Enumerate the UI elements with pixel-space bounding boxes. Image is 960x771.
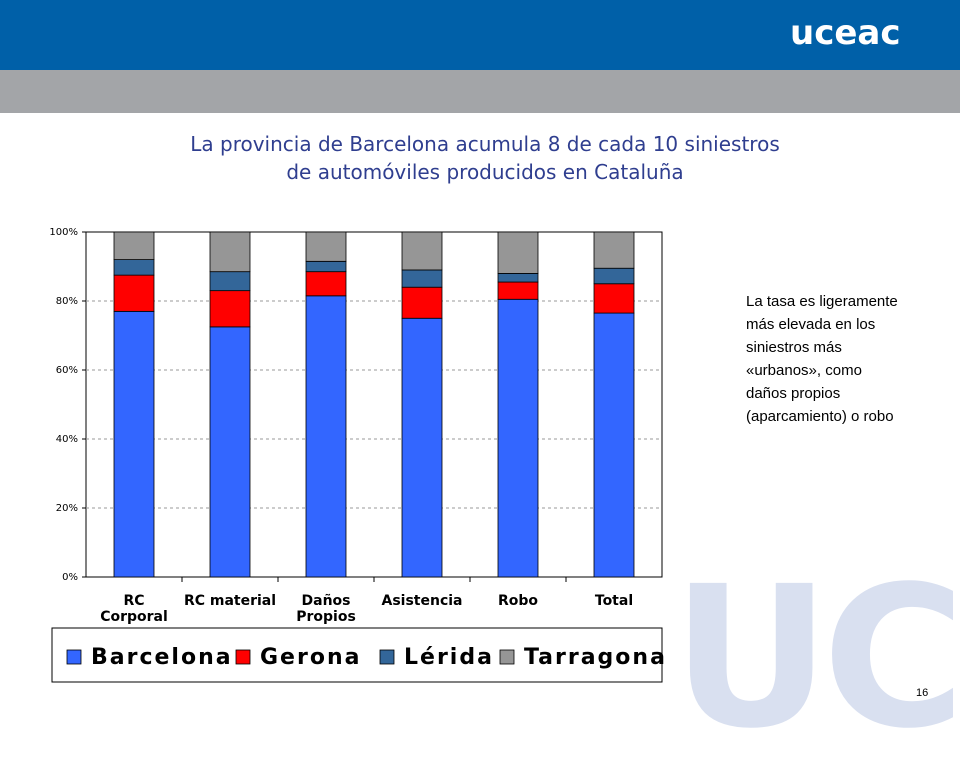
bar-gerona xyxy=(113,274,155,312)
header-stripe xyxy=(0,70,960,113)
x-tick-label: RC xyxy=(123,593,144,609)
bar-barcelona xyxy=(497,298,539,578)
bar-tarragona xyxy=(593,231,635,269)
y-tick-label: 0% xyxy=(62,572,78,583)
bar-gerona xyxy=(209,290,251,328)
bar-lrida xyxy=(305,260,347,273)
bar-lrida xyxy=(497,272,539,283)
x-tick-label: Robo xyxy=(498,593,538,609)
bar-tarragona xyxy=(209,231,251,273)
bar-lrida xyxy=(593,267,635,285)
note-text: La tasa es ligeramente más elevada en lo… xyxy=(746,293,898,425)
y-tick-label: 40% xyxy=(56,434,78,445)
legend-label: Lérida xyxy=(404,645,494,670)
slide-title-line-1: La provincia de Barcelona acumula 8 de c… xyxy=(190,132,780,156)
bar-tarragona xyxy=(497,231,539,274)
bar-gerona xyxy=(497,281,539,300)
bar-lrida xyxy=(209,271,251,292)
x-tick-label: Asistencia xyxy=(382,593,463,609)
header-bar xyxy=(0,0,960,70)
plot-area xyxy=(85,231,663,578)
x-tick-label: Total xyxy=(595,593,633,609)
bar-barcelona xyxy=(209,326,251,578)
legend-label: Tarragona xyxy=(524,645,667,670)
bars-group xyxy=(113,231,635,578)
bar-tarragona xyxy=(401,231,443,271)
y-tick-label: 20% xyxy=(56,503,78,514)
x-tick-label: Propios xyxy=(296,609,356,625)
x-tick-label: RC material xyxy=(184,593,276,609)
x-tick-label: Daños xyxy=(302,593,351,609)
bar-tarragona xyxy=(305,231,347,262)
legend-box xyxy=(51,627,663,683)
bar-gerona xyxy=(401,286,443,319)
legend-label: Gerona xyxy=(260,645,361,670)
plot-border xyxy=(85,231,663,578)
bar-barcelona xyxy=(593,312,635,578)
x-tick-label: Corporal xyxy=(100,609,168,625)
bar-barcelona xyxy=(113,310,155,578)
y-tick-label: 80% xyxy=(56,296,78,307)
bar-lrida xyxy=(113,259,155,276)
legend-swatch xyxy=(499,649,515,665)
page-number: 16 xyxy=(916,687,929,699)
legend-swatch xyxy=(235,649,251,665)
y-tick-label: 60% xyxy=(56,365,78,376)
legend: Barcelona Gerona Lérida Tarragona xyxy=(51,627,667,683)
legend-label: Barcelona xyxy=(91,645,233,670)
slide-title: La provincia de Barcelona acumula 8 de c… xyxy=(120,130,850,186)
bar-lrida xyxy=(401,269,443,288)
bar-gerona xyxy=(305,271,347,297)
bar-barcelona xyxy=(401,317,443,578)
uceac-logo: uceac xyxy=(790,13,901,53)
bar-gerona xyxy=(593,283,635,314)
legend-swatch xyxy=(66,649,82,665)
slide-title-line-2: de automóviles producidos en Cataluña xyxy=(286,160,684,184)
y-tick-label: 100% xyxy=(49,227,78,238)
bar-barcelona xyxy=(305,295,347,578)
legend-swatch xyxy=(379,649,395,665)
gridlines xyxy=(86,300,662,509)
bar-tarragona xyxy=(113,231,155,261)
